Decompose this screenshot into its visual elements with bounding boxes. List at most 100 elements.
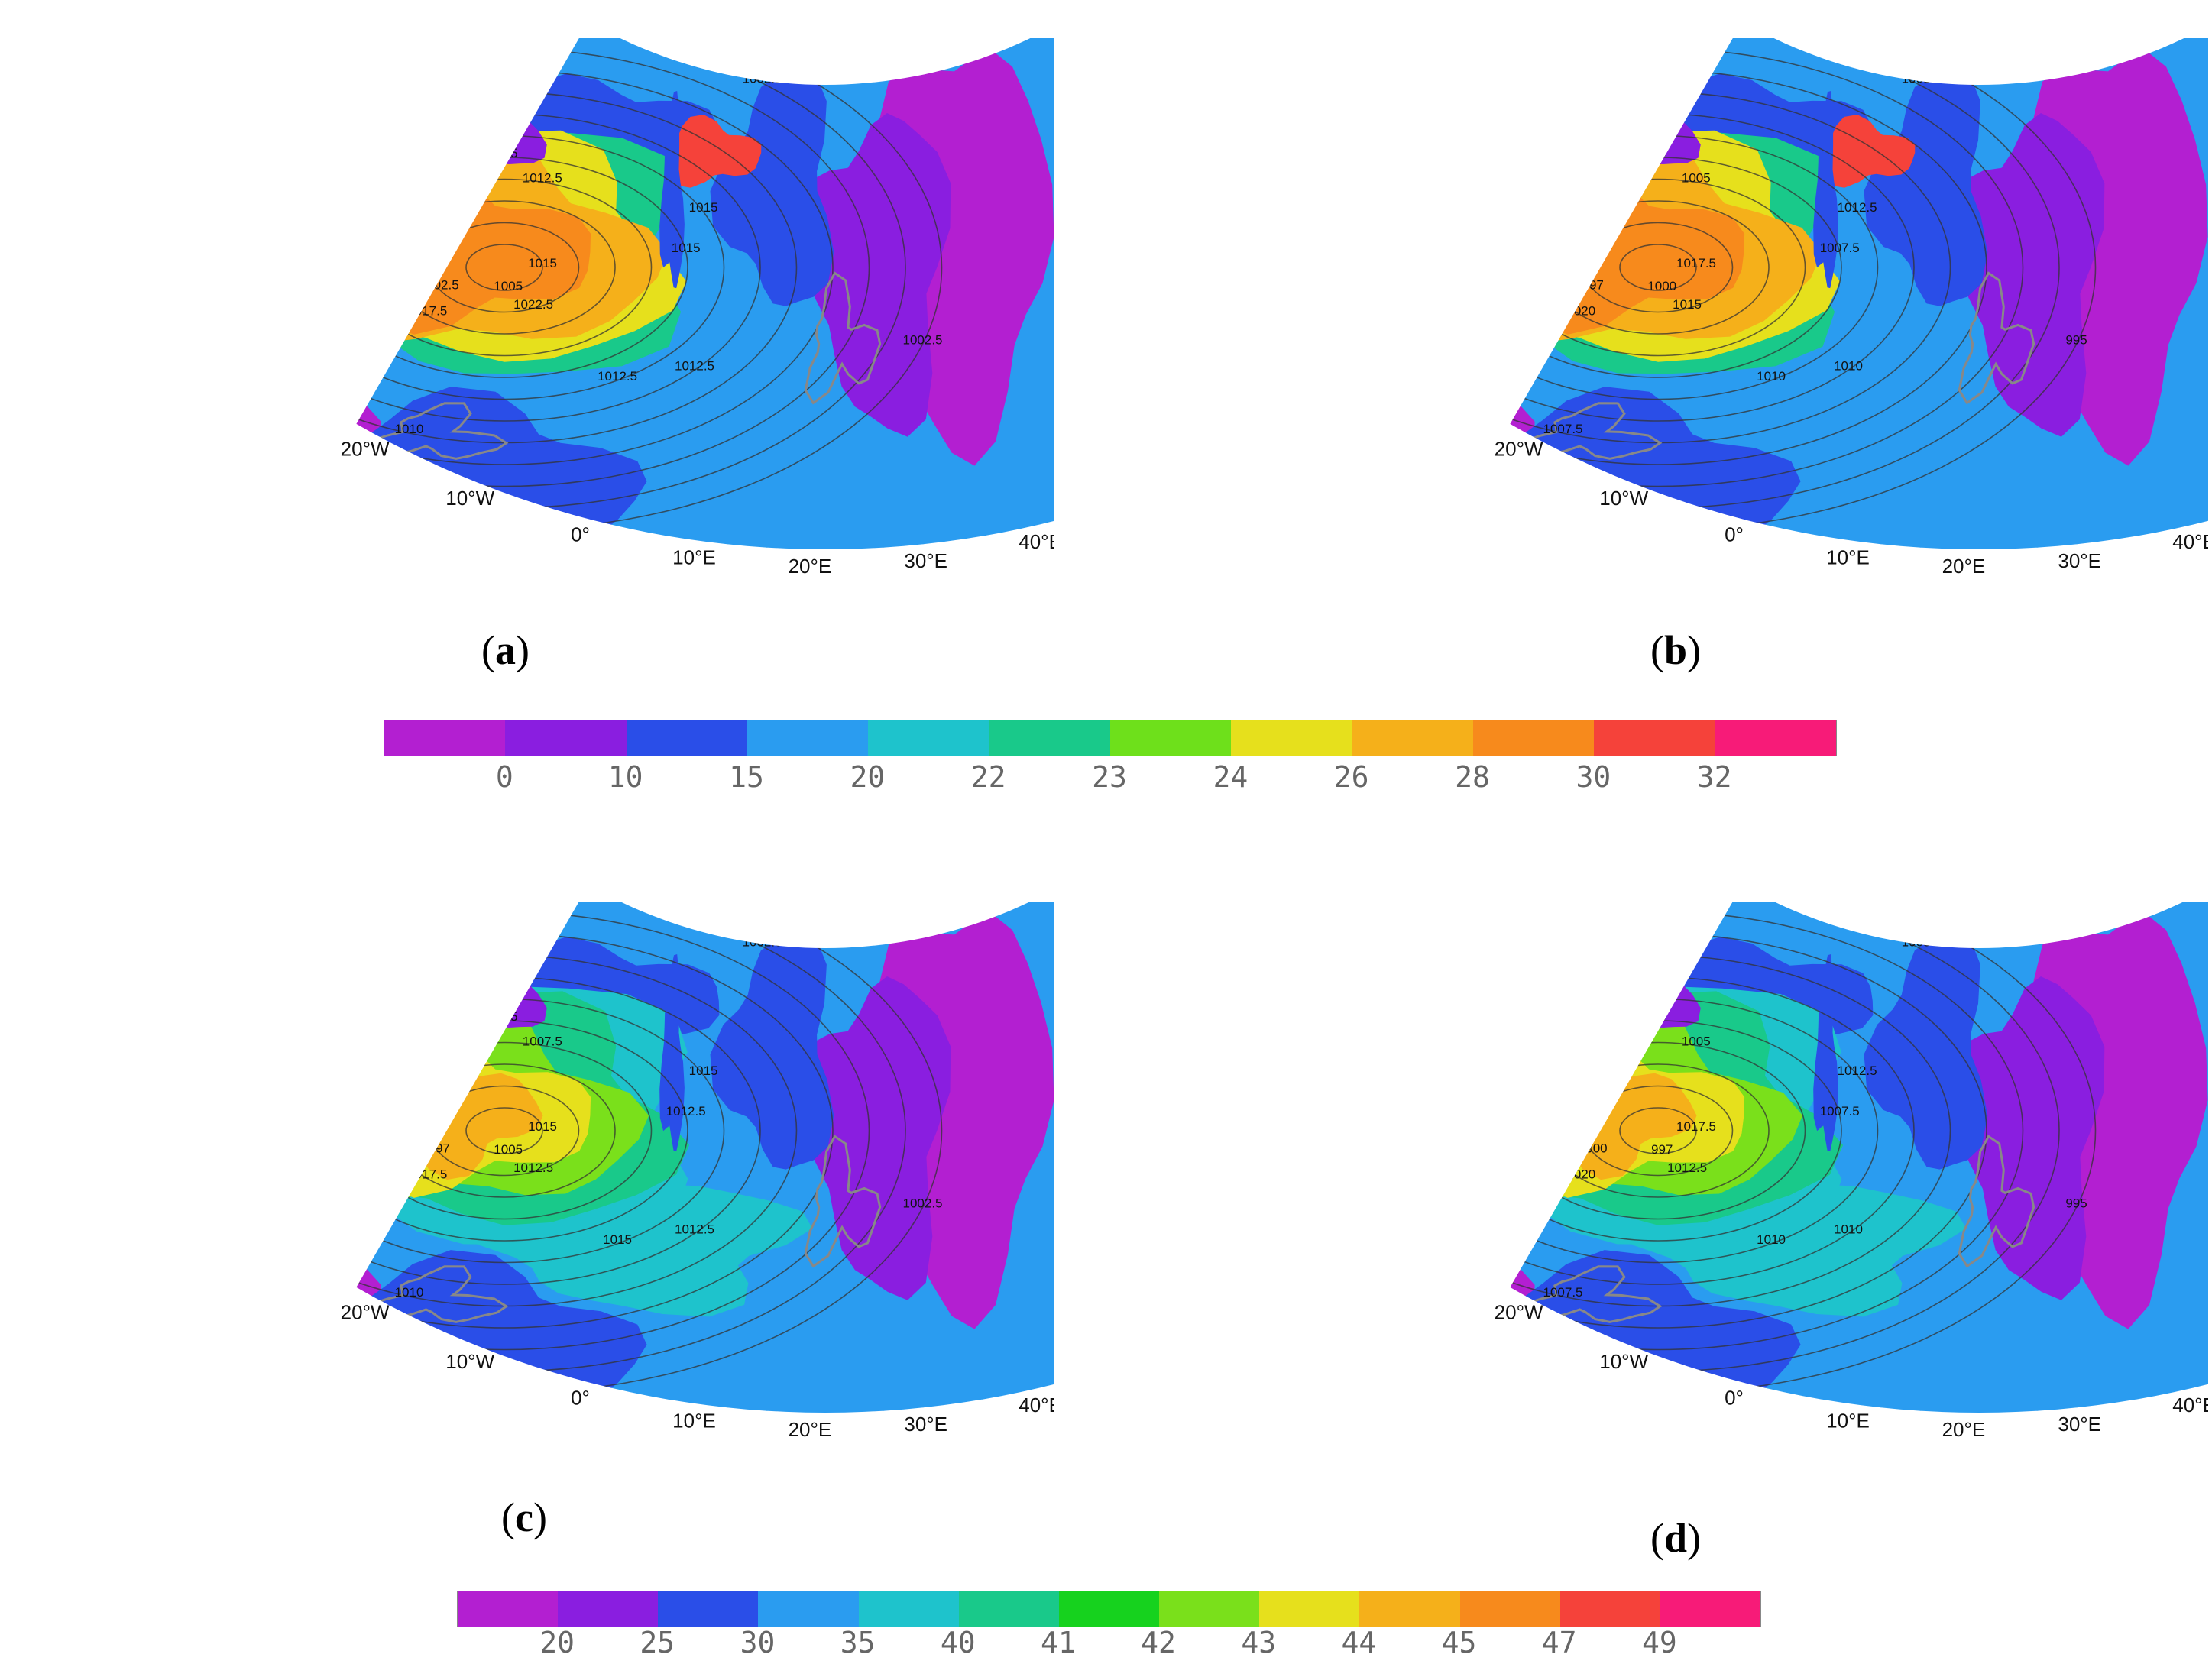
longitude-label: 0° (571, 1387, 590, 1410)
colorbar-segment (626, 720, 747, 756)
colorbar-segment (1459, 1591, 1560, 1627)
novaya-zemlya-land (1813, 91, 1838, 289)
longitude-label: 40°E (2172, 530, 2208, 553)
coastline (1958, 1135, 2035, 1268)
colorbar-segment (1359, 1591, 1460, 1627)
isobar-line (1619, 244, 1697, 291)
isobar-label: 1012.5 (675, 359, 714, 374)
field-patch (1509, 38, 1539, 212)
map-a: 10151022.51017.510201017.510151012.51010… (97, 38, 1054, 578)
isobar-label: 1015 (528, 256, 557, 270)
field-patch (1864, 934, 1988, 1170)
colorbar-segment (558, 1591, 659, 1627)
longitude-label: 10°E (1826, 1409, 1870, 1432)
isobar-label: 1002.5 (743, 935, 782, 950)
isobar-label: 1007.5 (157, 270, 196, 284)
map-border (354, 38, 1054, 552)
caption-c: (c) (501, 1494, 547, 1540)
map-b: 1017.5101510201017.510151012.510101007.5… (1297, 38, 2208, 578)
coastline (223, 94, 288, 126)
longitude-label: 20°W (341, 438, 390, 461)
isobar-label: 1002.5 (903, 1196, 943, 1210)
colorbar-tick-label: 20 (850, 760, 886, 794)
colorbar-segment (1352, 720, 1473, 756)
colorbar-segment (1259, 1591, 1360, 1627)
colorbar-segment (1559, 1591, 1660, 1627)
longitude-label: 20°E (789, 1418, 832, 1441)
coastline (1510, 1265, 1663, 1323)
isobar-label: 1005 (1682, 170, 1711, 185)
colorbar-tick-label: 24 (1213, 760, 1249, 794)
isobar-label: 1007.5 (1543, 422, 1583, 436)
coastline (143, 66, 197, 105)
isobar-label: 1010 (339, 380, 368, 395)
coastline (223, 957, 288, 989)
longitude-label: 10°W (445, 1350, 494, 1373)
novaya-zemlya-land (659, 91, 685, 289)
longitude-label: 20°E (1942, 555, 1986, 578)
longitude-label: 20°W (1495, 1301, 1543, 1324)
longitude-label: 30°E (2058, 549, 2101, 572)
coastline (258, 963, 320, 999)
colorbar-segment (1594, 720, 1715, 756)
isobar-label: 1007.5 (1820, 1104, 1860, 1119)
colorbar-bottom (457, 1591, 1761, 1627)
caption-b: (b) (1650, 627, 1702, 673)
coastline (1347, 89, 1410, 119)
colorbar-tick-label: 44 (1341, 1626, 1377, 1659)
isobar-label: 1002.5 (1472, 61, 1512, 76)
isobar-label: 995 (2065, 1196, 2087, 1210)
isobar-label: 1012.5 (1488, 1244, 1527, 1258)
isobar-label: 997 (1651, 1142, 1673, 1157)
longitude-label: 20°W (1495, 438, 1543, 461)
coastline (193, 89, 257, 119)
isobar-label: 1010 (1757, 369, 1786, 384)
colorbar-tick-label: 43 (1241, 1626, 1277, 1659)
colorbar-top-ticks: 0 10 15 20 22 23 24 26 28 30 32 (384, 760, 1835, 798)
longitude-label: 10°E (1826, 545, 1870, 568)
longitude-label: 0° (571, 523, 590, 546)
colorbar-segment (1109, 720, 1232, 756)
colorbar-tick-label: 35 (840, 1626, 876, 1659)
isobar-label: 1010 (395, 1285, 424, 1300)
field-patch (355, 902, 385, 1075)
longitude-label: 10°W (1599, 487, 1648, 510)
isobar-label: 1015 (528, 1119, 557, 1134)
colorbar-tick-label: 40 (940, 1626, 976, 1659)
colorbar-tick-label: 23 (1092, 760, 1127, 794)
map-field: 1017.5101510201017.510151012.510101007.5… (1297, 38, 2208, 550)
colorbar-segment (747, 720, 869, 756)
coastline (297, 108, 349, 148)
coastline (1297, 66, 1351, 105)
map-border (1508, 902, 2208, 1415)
isobar-label: 1015 (672, 241, 701, 255)
colorbar-segment (1159, 1591, 1260, 1627)
isobar-label: 1015 (1359, 1080, 1388, 1094)
field-patch (97, 296, 313, 371)
colorbar-segment (1472, 720, 1595, 756)
colorbar-tick-label: 42 (1141, 1626, 1176, 1659)
field-patch (1251, 1159, 1467, 1234)
isobar-label: 1002.5 (1310, 1133, 1350, 1148)
isobar-label: 1010 (432, 62, 462, 76)
field-patch (1509, 128, 1593, 228)
isobar-label: 1007.5 (523, 1034, 562, 1048)
field-patch (710, 71, 834, 306)
colorbar-segment (1231, 720, 1352, 756)
colorbar-tick-label: 45 (1441, 1626, 1477, 1659)
colorbar-tick-label: 20 (539, 1626, 575, 1659)
isobar-label: 1017.5 (1501, 1088, 1540, 1102)
isobar-label: 1012.5 (1488, 380, 1527, 395)
isobar-label: 1002.5 (1551, 1078, 1591, 1093)
colorbar-segment (858, 1591, 959, 1627)
longitude-label: 20°W (341, 1301, 390, 1324)
field-patch (1509, 991, 1593, 1092)
isobar-label: 1015 (689, 1063, 718, 1078)
isobar-label: 1017.5 (1676, 1119, 1716, 1134)
coastline (166, 943, 229, 976)
isobar-label: 1015 (603, 1232, 632, 1247)
isobar-label: 1010 (339, 1244, 368, 1258)
isobar-label: 1012.5 (1581, 62, 1621, 76)
isobar-label: 1012.5 (666, 1104, 706, 1119)
colorbar-bottom-ticks: 20 25 30 35 40 41 42 43 44 45 47 49 (457, 1626, 1760, 1664)
